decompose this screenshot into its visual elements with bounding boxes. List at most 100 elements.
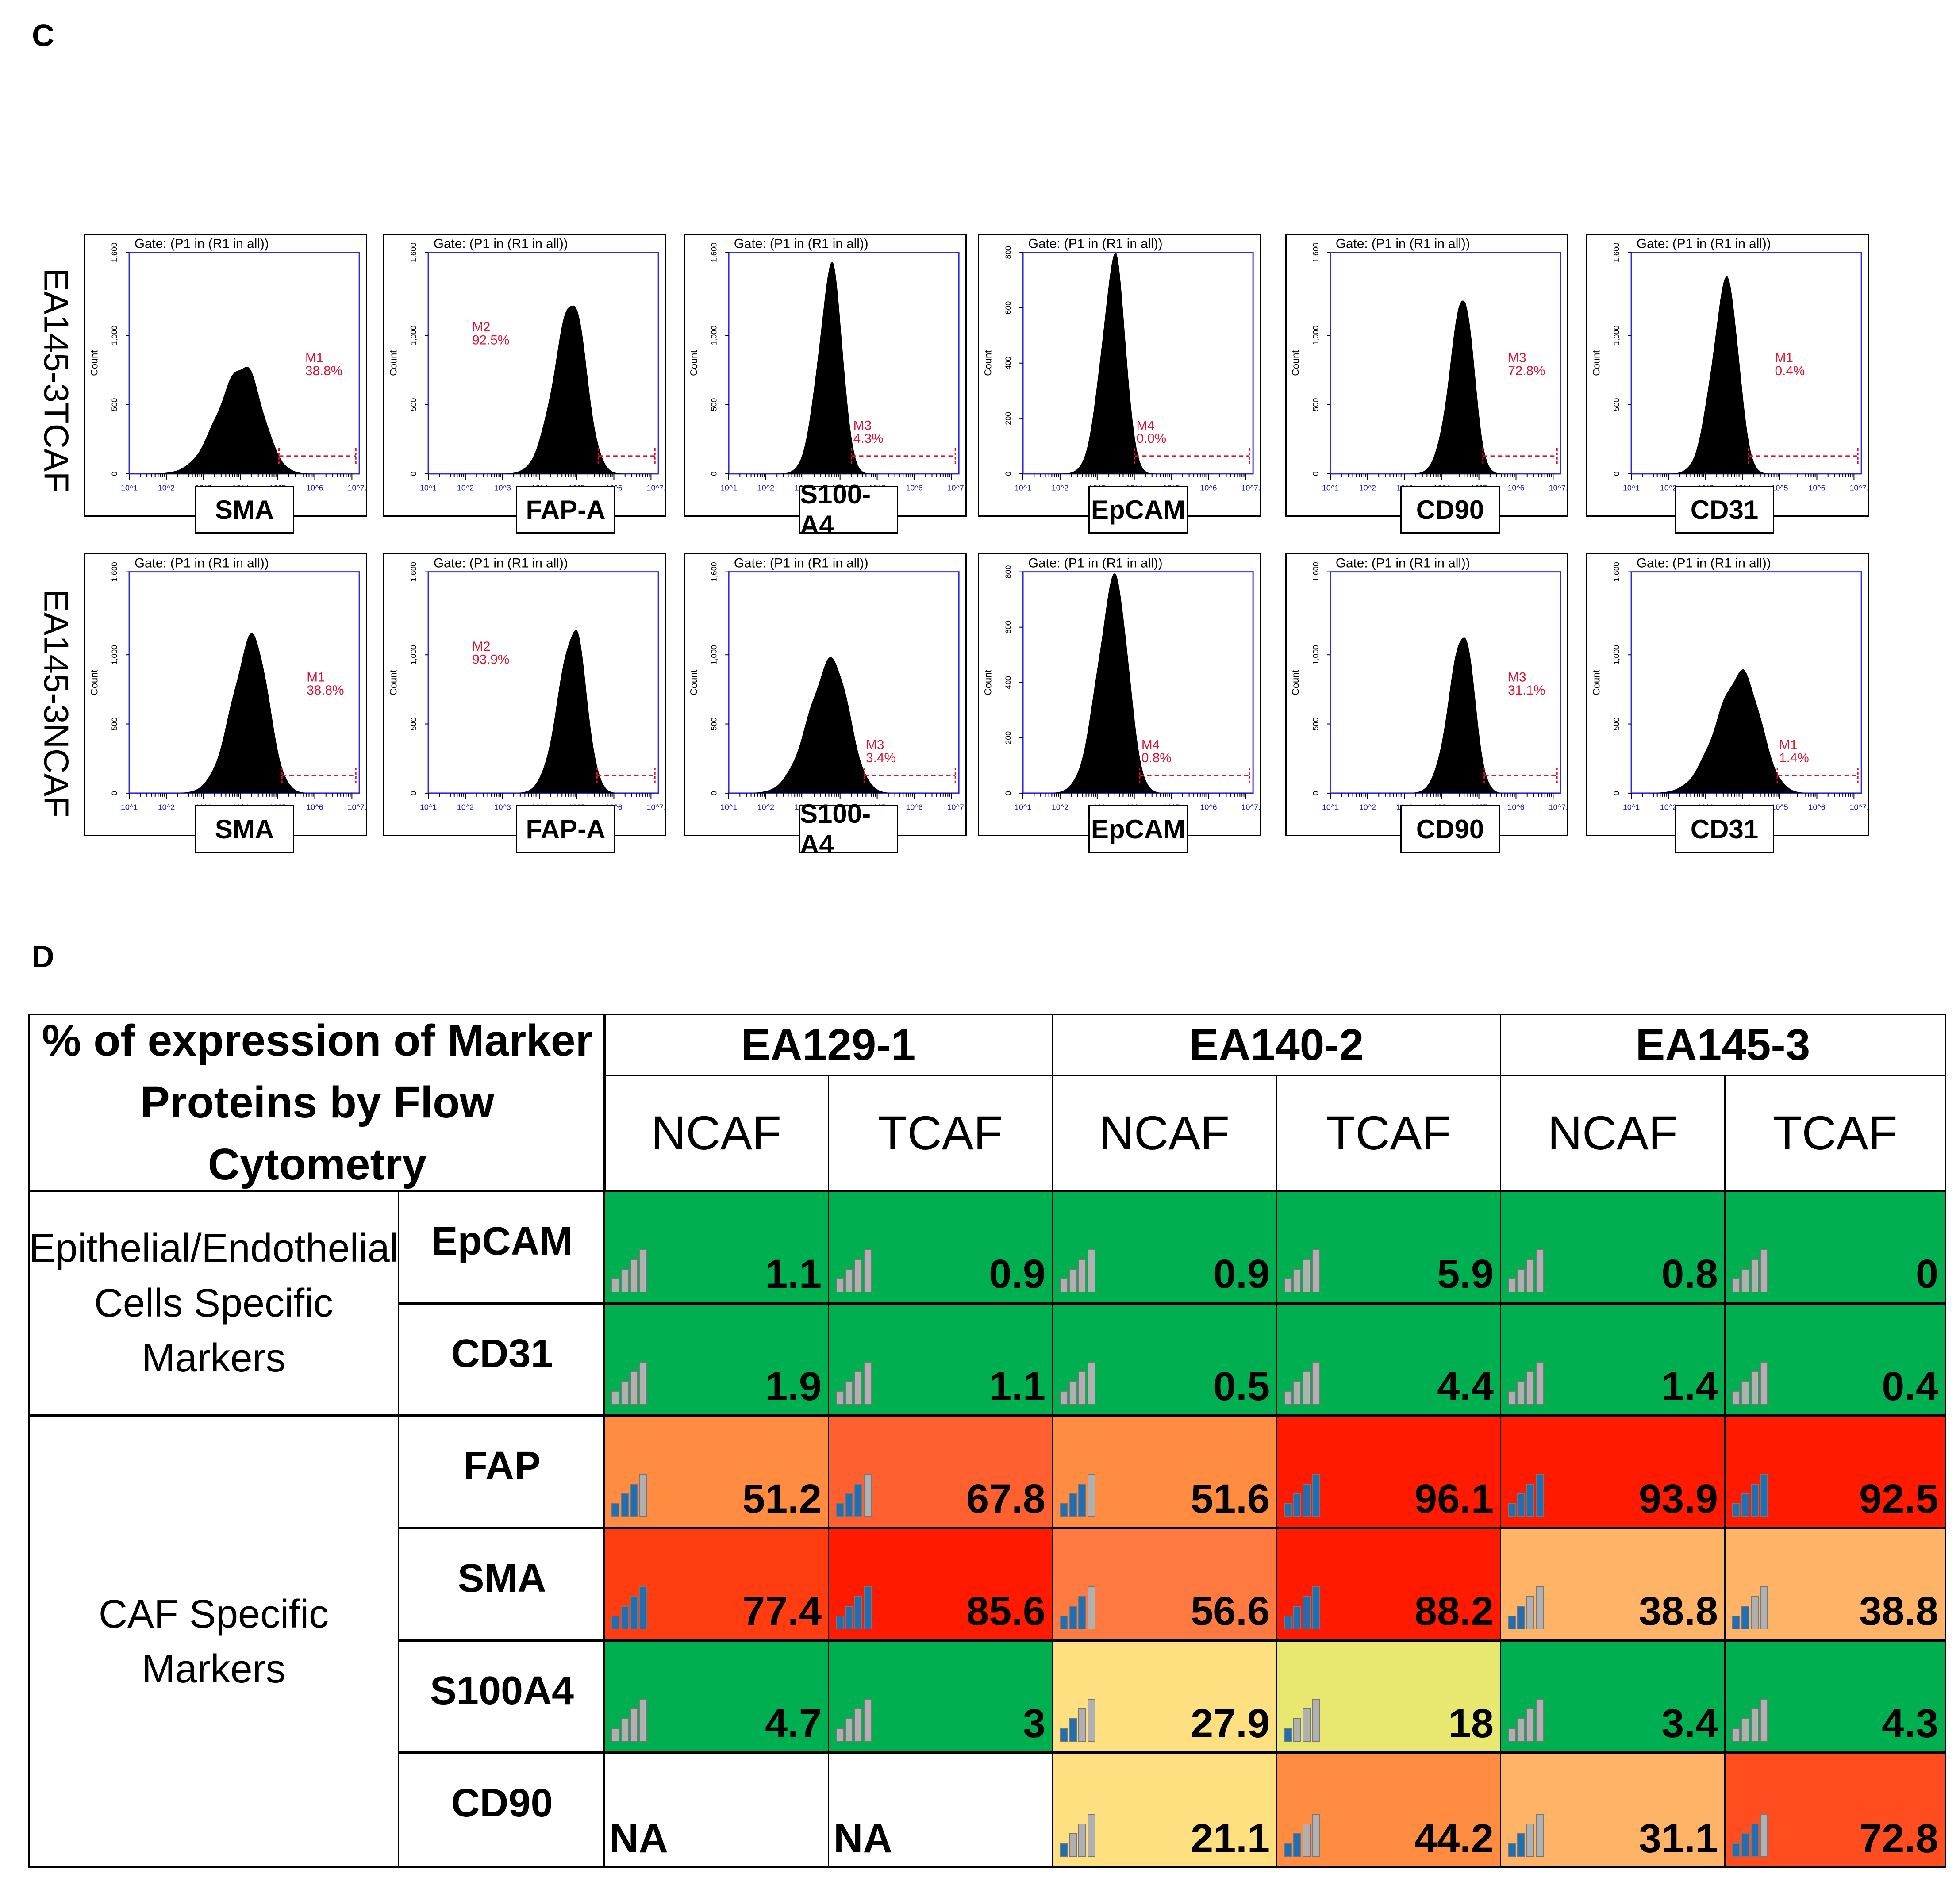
x-tick-label: 10^1 [1322,803,1339,812]
signal-bars-icon [1508,1814,1544,1857]
signal-bars-icon [1732,1699,1768,1742]
value-cell: 51.6 [1052,1416,1277,1528]
value-cell: 0.8 [1500,1191,1726,1303]
x-tick-label: 10^2 [1359,803,1376,812]
x-tick-label: 10^2 [457,484,474,492]
marker-label: S100-A4 [799,480,898,540]
marker-name-epcam: EpCAM [398,1191,606,1303]
y-tick-label: 1,600 [1612,562,1621,582]
gate-name: M4 [1137,418,1155,433]
signal-bars-icon [836,1699,872,1742]
y-axis-label: Count [89,350,100,376]
y-tick-label: 1,000 [1612,326,1621,346]
histogram-shape [1330,300,1561,474]
value-text: 4.7 [765,1701,822,1746]
x-tick-label: 10^6 [306,484,323,492]
histogram-tcaf-cd31: Gate: (P1 in (R1 in all)) Count 0 500 1,000 1… [1586,234,1869,517]
value-text: 0.5 [1213,1364,1270,1409]
gate-percent: 31.1% [1508,683,1545,698]
subcolumn-header: TCAF [828,1075,1053,1191]
group-epithelial: Epithelial/Endothelial Cells Specific Ma… [28,1191,399,1416]
value-cell: 77.4 [603,1528,829,1640]
signal-bars-icon [836,1249,872,1292]
x-tick-label: 10^1 [1015,484,1031,492]
value-text: 67.8 [966,1476,1045,1521]
x-tick-label: 10^1 [420,484,437,492]
y-axis-label: Count [89,670,100,695]
value-text: 0.8 [1661,1252,1718,1297]
gate-percent: 3.4% [866,751,896,765]
value-text: 3.4 [1661,1701,1718,1746]
x-tick-label: 10^1 [1623,803,1640,812]
value-cell: 1.9 [603,1303,829,1416]
y-tick-label: 1,000 [110,326,119,346]
signal-bars-icon [836,1362,872,1405]
value-text: 88.2 [1414,1589,1494,1634]
value-cell: 67.8 [828,1416,1053,1528]
y-tick-label: 0 [1612,472,1621,476]
marker-label: FAP-A [516,805,615,853]
histogram-tcaf-s100-a4: Gate: (P1 in (R1 in all)) Count 0 500 1,000 1… [684,234,967,517]
y-axis-label: Count [1591,350,1602,376]
y-tick-label: 1,600 [709,242,718,262]
gate-percent: 0.0% [1137,431,1167,446]
marker-label: CD90 [1400,486,1500,534]
y-tick-label: 1,000 [409,326,418,346]
sample-header: EA129-1 [603,1014,1053,1076]
x-tick-label: 10^2 [158,484,175,492]
value-cell: 21.1 [1052,1753,1277,1868]
x-tick-label: 10^7.2 [1241,803,1260,812]
y-tick-label: 1,600 [409,562,418,582]
histogram-ncaf-s100-a4: Gate: (P1 in (R1 in all)) Count 0 500 1,000 1… [684,553,967,836]
y-tick-label: 1,600 [1311,562,1320,582]
y-tick-label: 500 [1612,718,1621,731]
x-tick-label: 10^6 [906,484,922,492]
gate-name: M3 [866,737,884,752]
marker-name-cd31: CD31 [398,1303,606,1416]
histogram-ncaf-cd90: Gate: (P1 in (R1 in all)) Count 0 500 1,000 1… [1285,553,1568,836]
value-text: 31.1 [1638,1816,1718,1861]
panel-d-label: D [32,939,54,974]
y-tick-label: 0 [709,472,718,476]
value-cell: 96.1 [1276,1416,1501,1528]
marker-label: SMA [195,486,294,534]
value-cell: 0.9 [1052,1191,1277,1303]
gate-label: Gate: (P1 in (R1 in all)) [135,237,269,251]
y-tick-label: 1,600 [409,242,418,262]
gate-percent: 38.8% [305,364,342,378]
gate-label: Gate: (P1 in (R1 in all)) [1336,237,1470,251]
value-text: 85.6 [966,1589,1045,1634]
value-cell: 0.9 [828,1191,1053,1303]
value-text: 51.6 [1190,1476,1270,1521]
x-tick-label: 10^7.2 [647,484,665,492]
y-tick-label: 1,600 [709,562,718,582]
histogram-tcaf-cd90: Gate: (P1 in (R1 in all)) Count 0 500 1,000 1… [1285,234,1568,517]
gate-percent: 1.4% [1779,751,1809,765]
gate-percent: 38.8% [307,683,344,698]
signal-bars-icon [1060,1362,1095,1405]
value-cell: 56.6 [1052,1528,1277,1640]
value-text: 4.4 [1437,1364,1494,1409]
signal-bars-icon [1508,1586,1544,1629]
y-tick-label: 1,000 [1311,326,1320,346]
value-text: 51.2 [742,1476,822,1521]
value-text: 1.1 [989,1364,1045,1409]
y-tick-label: 0 [409,791,418,795]
value-cell: 31.1 [1500,1753,1726,1868]
y-tick-label: 800 [1003,246,1012,259]
histogram-ncaf-epcam: Gate: (P1 in (R1 in all)) Count 0 200 400 600… [978,553,1261,836]
value-text: 56.6 [1190,1589,1270,1634]
value-cell: 38.8 [1500,1528,1726,1640]
x-tick-label: 10^2 [457,803,474,812]
y-axis-label: Count [1290,350,1301,376]
y-axis-label: Count [688,350,699,376]
x-tick-label: 10^6 [1507,803,1524,812]
y-tick-label: 1,000 [1311,645,1320,665]
gate-label: Gate: (P1 in (R1 in all)) [1336,556,1470,571]
x-tick-label: 10^7.2 [1850,803,1868,812]
y-tick-label: 0 [409,472,418,476]
subcolumn-header: NCAF [603,1075,829,1191]
x-tick-label: 10^7.2 [1549,484,1567,492]
y-tick-label: 500 [1311,718,1320,731]
signal-bars-icon [611,1586,647,1629]
